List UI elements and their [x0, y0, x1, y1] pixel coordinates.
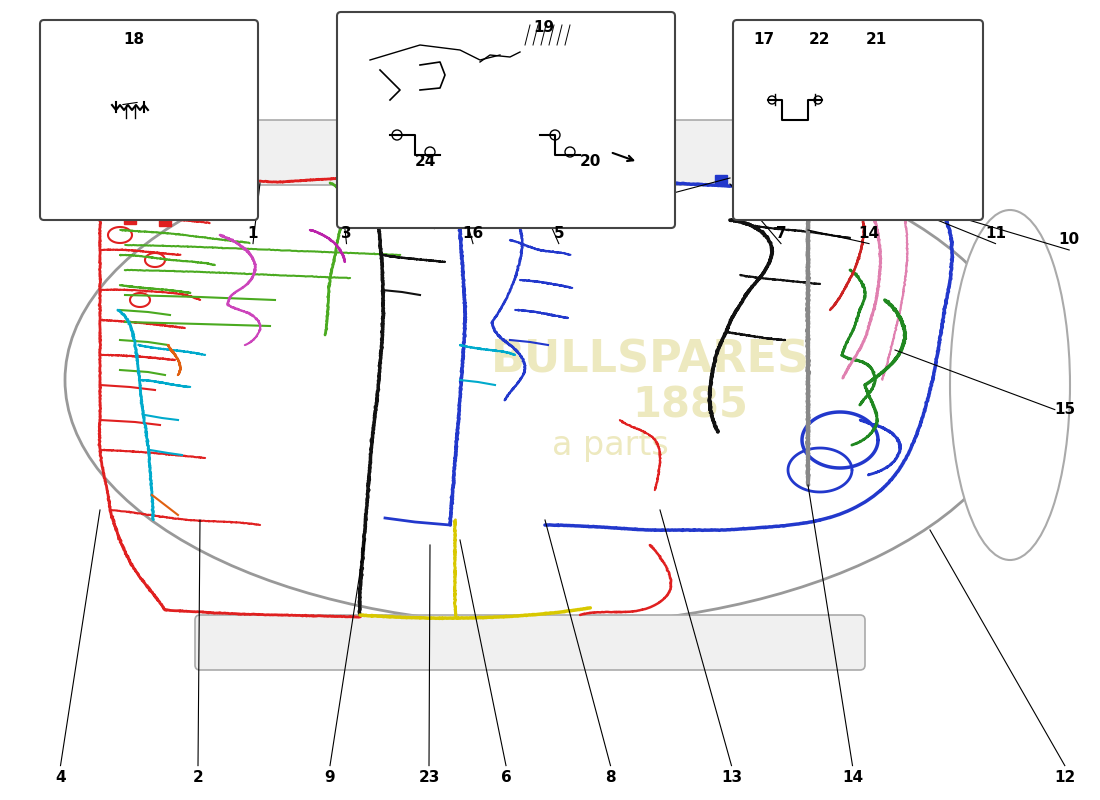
Text: 23: 23 [418, 770, 440, 785]
Text: 3: 3 [341, 226, 352, 241]
Text: 11: 11 [984, 226, 1006, 241]
Text: 1: 1 [248, 226, 258, 241]
FancyBboxPatch shape [195, 615, 865, 670]
Text: a parts: a parts [551, 429, 669, 462]
Text: BULLSPARES: BULLSPARES [491, 338, 810, 382]
Bar [239, 176, 251, 184]
Ellipse shape [65, 135, 1025, 625]
Text: 24: 24 [415, 154, 436, 170]
FancyBboxPatch shape [733, 20, 983, 220]
Text: 8: 8 [605, 770, 616, 785]
Text: 12: 12 [1054, 770, 1076, 785]
Text: 18: 18 [123, 33, 144, 47]
Text: 9: 9 [324, 770, 336, 785]
Text: 2: 2 [192, 770, 204, 785]
Text: 5: 5 [553, 226, 564, 241]
Text: 1885: 1885 [632, 384, 748, 426]
Text: 15: 15 [1054, 402, 1076, 417]
Bar [645, 177, 657, 186]
Bar [450, 175, 462, 184]
Bar [575, 173, 587, 182]
Text: 17: 17 [754, 33, 774, 47]
Text: 19: 19 [534, 21, 554, 35]
Bar [204, 174, 216, 182]
Text: 16: 16 [462, 226, 484, 241]
Text: 21: 21 [866, 33, 887, 47]
Bar [124, 216, 136, 224]
FancyBboxPatch shape [195, 120, 895, 185]
Text: 22: 22 [810, 33, 830, 47]
Text: 10: 10 [1058, 233, 1080, 247]
Text: 20: 20 [580, 154, 601, 170]
Text: 4: 4 [55, 770, 66, 785]
Bar [715, 175, 727, 184]
Text: 6: 6 [500, 770, 512, 785]
Bar [780, 183, 792, 192]
Bar [160, 218, 170, 226]
Text: 14: 14 [858, 226, 880, 241]
Text: 14: 14 [842, 770, 864, 785]
Text: 13: 13 [720, 770, 742, 785]
Bar [845, 181, 857, 190]
FancyBboxPatch shape [337, 12, 675, 228]
Text: 7: 7 [776, 226, 786, 241]
Ellipse shape [950, 210, 1070, 560]
FancyBboxPatch shape [40, 20, 258, 220]
